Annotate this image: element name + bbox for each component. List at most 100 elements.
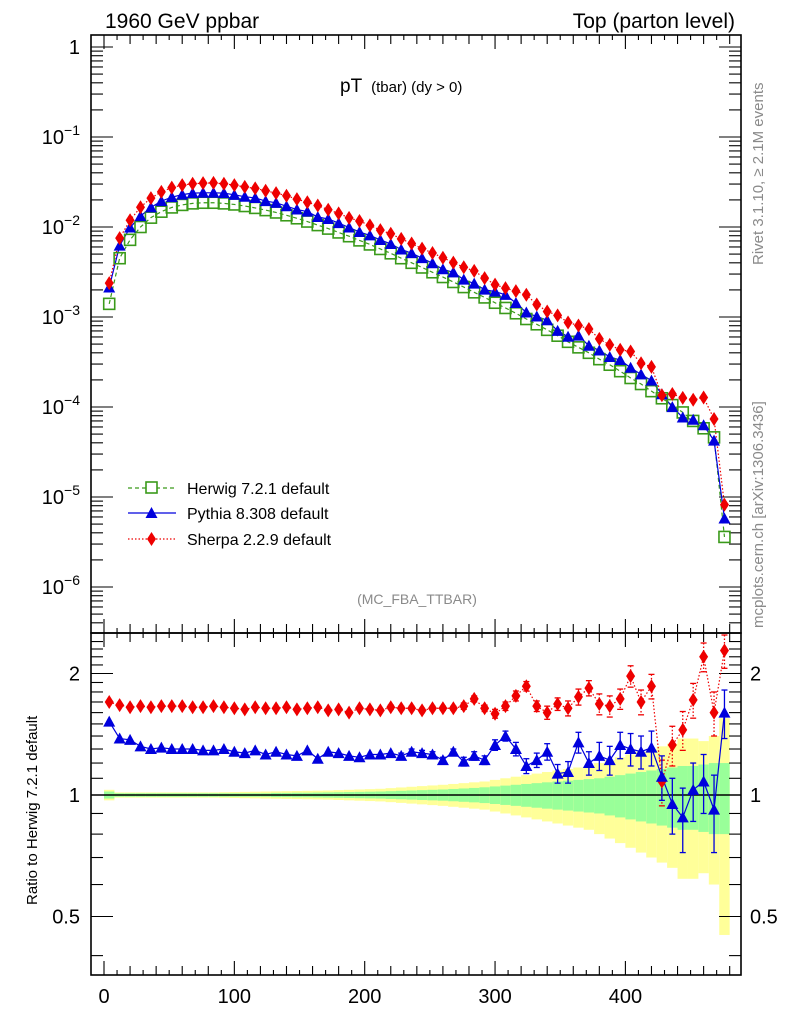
herwig-line [108, 202, 726, 537]
sherpa-point [135, 200, 145, 215]
sherpa-point [334, 206, 344, 221]
y-tick-label: 10−5 [42, 482, 80, 509]
ratio-y-tick-label-right: 2 [750, 664, 761, 686]
sherpa-ratio-point [354, 701, 364, 716]
pythia-point [457, 273, 470, 285]
ratio-y-tick-label-right: 0.5 [750, 907, 778, 929]
pythia-ratio-point [197, 744, 210, 756]
sherpa-ratio-point [115, 698, 125, 713]
sherpa-ratio-point [678, 722, 688, 737]
pythia-ratio-point [687, 783, 700, 795]
sherpa-ratio-point [375, 703, 385, 718]
sherpa-point [386, 226, 396, 241]
sherpa-ratio-point [667, 738, 677, 753]
pythia-ratio-point [697, 775, 710, 787]
sherpa-ratio-point [156, 699, 166, 714]
pythia-point [144, 201, 157, 213]
pythia-point [426, 257, 439, 269]
sherpa-point [427, 245, 437, 260]
sherpa-point [709, 411, 719, 426]
sherpa-point [563, 315, 573, 330]
sherpa-ratio-point [135, 699, 145, 714]
pythia-ratio-point [217, 743, 230, 755]
pythia-ratio-point [676, 811, 689, 823]
y-tick-base: 10 [42, 397, 64, 419]
y-tick-exponent: −3 [64, 302, 80, 318]
pythia-point [290, 203, 303, 215]
pythia-point [645, 374, 658, 386]
sherpa-ratio-point [626, 669, 636, 684]
analysis-label: (MC_FBA_TTBAR) [357, 591, 477, 607]
pythia-point [301, 205, 314, 217]
legend-item-herwig: Herwig 7.2.1 default [128, 481, 330, 498]
pythia-point [384, 237, 397, 249]
band-inner-bin [583, 779, 595, 813]
pythia-ratio-point [447, 745, 460, 757]
pythia-ratio-point [176, 743, 189, 755]
sherpa-point [459, 260, 469, 275]
legend-item-pythia: Pythia 8.308 default [128, 506, 329, 523]
sherpa-point [500, 281, 510, 296]
pythia-ratio-point [582, 757, 595, 769]
open-square-marker-icon [145, 481, 158, 494]
sherpa-point [344, 210, 354, 225]
sherpa-ratio-point [511, 688, 521, 703]
pythia-ratio-point [593, 749, 606, 761]
sherpa-point [594, 331, 604, 346]
pythia-ratio-point [478, 754, 491, 766]
sherpa-point [292, 192, 302, 207]
pythia-ratio-point [718, 706, 731, 718]
pythia-point [718, 512, 731, 524]
sherpa-point [657, 388, 667, 403]
y-tick-base: 10 [42, 577, 64, 599]
pythia-point [134, 210, 147, 222]
sherpa-point [396, 231, 406, 246]
pythia-point [228, 188, 241, 200]
sherpa-ratio-point [396, 701, 406, 716]
pythia-point [363, 229, 376, 241]
x-tick-label: 200 [348, 986, 381, 1008]
pythia-point [478, 283, 491, 295]
sherpa-point [521, 287, 531, 302]
pythia-ratio-point [384, 747, 397, 759]
pythia-point [249, 191, 262, 203]
pythia-point [687, 413, 700, 425]
sherpa-ratio-point [459, 699, 469, 714]
pythia-point [593, 344, 606, 356]
sherpa-point [261, 183, 271, 198]
pythia-point [217, 187, 230, 199]
pythia-ratio-point [207, 744, 220, 756]
y-tick-exponent: −4 [64, 392, 80, 408]
pythia-point [603, 350, 616, 362]
pythia-ratio-point [635, 745, 648, 757]
pythia-ratio-point [489, 739, 502, 751]
herwig-point [718, 530, 731, 544]
pythia-ratio-point [228, 745, 241, 757]
mcplots-reference-label: mcplots.cern.ch [arXiv:1306.3436] [750, 401, 767, 628]
sherpa-ratio-point [407, 701, 417, 716]
sherpa-point [313, 198, 323, 213]
y-tick-exponent: −5 [64, 482, 80, 498]
sherpa-point [448, 255, 458, 270]
pythia-point [332, 217, 345, 229]
sherpa-point [417, 241, 427, 256]
pythia-point [624, 361, 637, 373]
ratio-plot-frame [90, 632, 742, 976]
pythia-point [395, 243, 408, 255]
sherpa-point [699, 390, 709, 405]
sherpa-point [636, 356, 646, 371]
sherpa-point [281, 188, 291, 203]
pythia-ratio-point [541, 745, 554, 757]
y-tick-exponent: −1 [64, 122, 80, 138]
ratio-y-tick-label-left: 2 [69, 664, 80, 686]
herwig-point [134, 220, 147, 234]
sherpa-point [511, 284, 521, 299]
pythia-ratio-point [311, 752, 324, 764]
pythia-ratio-point [343, 749, 356, 761]
pythia-point [614, 354, 627, 366]
sherpa-ratio-point [386, 700, 396, 715]
sherpa-point [480, 271, 490, 286]
sherpa-point [688, 392, 698, 407]
